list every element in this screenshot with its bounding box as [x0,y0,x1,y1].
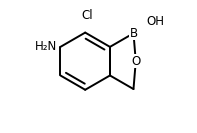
Text: Cl: Cl [81,9,93,22]
Text: O: O [131,55,140,68]
Text: OH: OH [146,16,164,28]
Text: H₂N: H₂N [35,40,58,53]
Text: B: B [129,27,138,40]
